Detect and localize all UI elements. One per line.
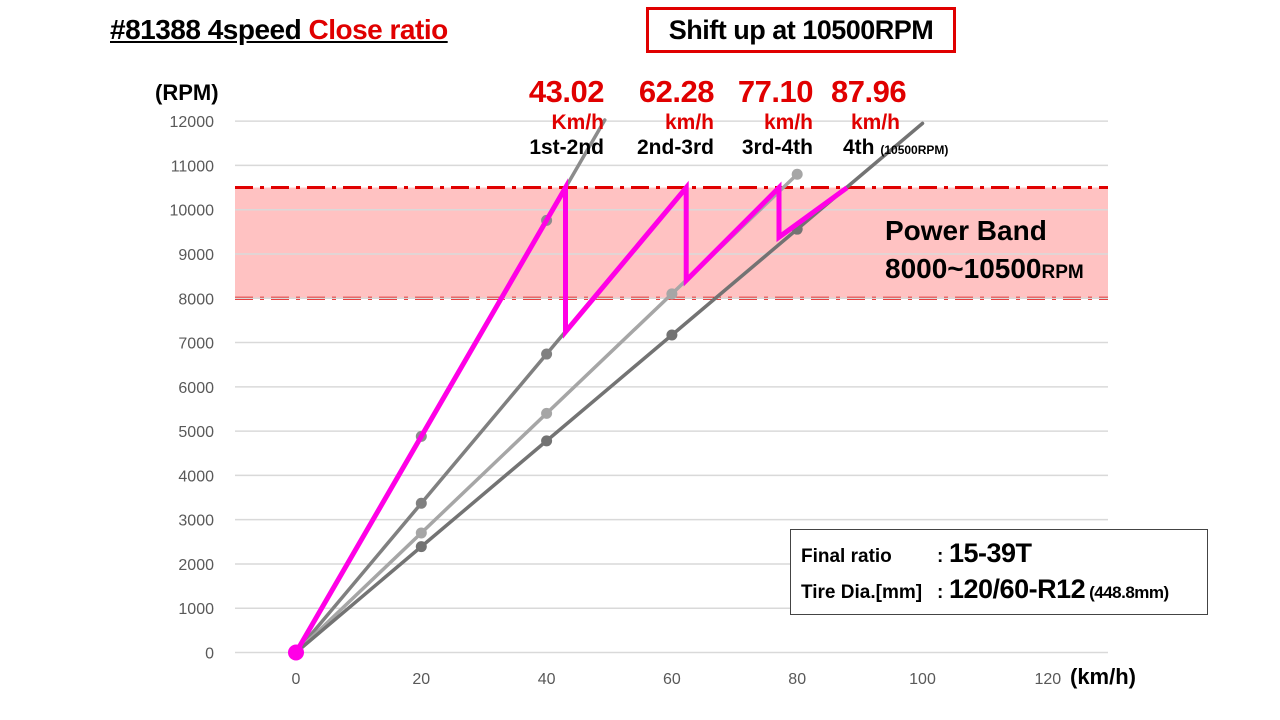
- tire-colon: :: [937, 582, 944, 603]
- shift-speed: 87.96: [831, 74, 907, 109]
- shift-speed: 62.28: [638, 74, 715, 109]
- power-band-range-unit: RPM: [1041, 262, 1084, 283]
- y-tick-label: 9000: [178, 247, 214, 264]
- shift-speed: 43.02: [528, 74, 605, 109]
- power-band-range-value: 8000~10500: [885, 253, 1042, 284]
- x-axis-label: (km/h): [1070, 664, 1136, 689]
- y-tick-label: 5000: [178, 424, 214, 441]
- shift-point-4th: 87.96 km/h 4th (10500RPM): [831, 76, 948, 158]
- title-accent: Close ratio: [308, 14, 449, 45]
- gear-point: [791, 168, 803, 180]
- x-tick-label: 40: [538, 671, 556, 688]
- gear-point: [541, 348, 553, 360]
- y-tick-label: 8000: [178, 291, 214, 308]
- final-ratio-colon: :: [937, 546, 944, 567]
- gear-point: [541, 435, 553, 447]
- x-tick-label: 0: [292, 671, 301, 688]
- x-tick-label: 80: [788, 671, 806, 688]
- shift-up-note: Shift up at 10500RPM: [646, 7, 956, 53]
- shift-speed-unit: km/h: [664, 111, 714, 134]
- tire-value: 120/60-R12: [949, 574, 1086, 604]
- shift-gear-name: 4th: [843, 136, 875, 159]
- title-main: #81388 4speed: [110, 14, 309, 45]
- y-tick-label: 0: [205, 646, 214, 663]
- power-band-range: 8000~10500RPM: [885, 250, 1084, 292]
- chart-title: #81388 4speed Close ratio: [110, 14, 448, 46]
- y-tick-label: 2000: [178, 557, 214, 574]
- shift-speed-unit: Km/h: [551, 111, 605, 134]
- gear-point: [415, 541, 427, 553]
- shift-path-line: [293, 178, 849, 654]
- gear-point: [541, 407, 553, 419]
- shift-speed-unit: km/h: [851, 111, 901, 134]
- shift-gears: 3rd-4th: [741, 136, 813, 159]
- y-tick-label: 1000: [178, 601, 214, 618]
- gear-point: [666, 329, 678, 341]
- shift-up-text: Shift up at 10500RPM: [668, 14, 934, 45]
- y-tick-label: 7000: [178, 336, 214, 353]
- shift-gear-note: (10500RPM): [880, 143, 949, 157]
- origin-point: [288, 644, 304, 661]
- y-axis-label: (RPM): [155, 80, 219, 105]
- power-band-title: Power Band: [885, 215, 1047, 246]
- y-tick-label: 3000: [178, 513, 214, 530]
- y-tick-label: 11000: [171, 158, 214, 175]
- shift-point-1st-2nd: 43.02 Km/h 1st-2nd: [528, 74, 605, 159]
- final-ratio-value: 15-39T: [949, 538, 1032, 568]
- x-tick-label: 120: [1034, 671, 1061, 688]
- tire-label: Tire Dia.[mm]: [801, 582, 923, 603]
- shift-gears: 1st-2nd: [529, 136, 604, 159]
- shift-gears: 2nd-3rd: [636, 136, 714, 159]
- gear-point: [415, 527, 427, 539]
- tire-row: Tire Dia.[mm] : 120/60-R12 (448.8mm): [801, 574, 1207, 610]
- gear-point: [666, 288, 678, 300]
- shift-point-2nd-3rd: 62.28 km/h 2nd-3rd: [636, 74, 715, 159]
- x-tick-label: 100: [909, 671, 936, 688]
- shift-gears: 4th (10500RPM): [831, 137, 948, 158]
- x-tick-label: 20: [412, 671, 430, 688]
- spec-info-box: Final ratio : 15-39T Tire Dia.[mm] : 120…: [790, 529, 1208, 615]
- final-ratio-label: Final ratio: [801, 546, 892, 567]
- y-tick-label: 12000: [170, 114, 215, 131]
- tire-value-group: 120/60-R12 (448.8mm): [949, 574, 1169, 605]
- shift-speed: 77.10: [737, 74, 814, 109]
- power-band-label: Power Band 8000~10500RPM: [885, 212, 1084, 292]
- final-ratio-row: Final ratio : 15-39T: [801, 538, 1207, 574]
- gear-point: [415, 497, 427, 509]
- shift-speed-unit: km/h: [763, 111, 813, 134]
- y-tick-label: 6000: [178, 380, 214, 397]
- x-tick-label: 60: [663, 671, 681, 688]
- y-tick-label: 10000: [170, 203, 215, 220]
- y-tick-label: 4000: [178, 468, 214, 485]
- tire-extra: (448.8mm): [1089, 583, 1169, 602]
- shift-point-3rd-4th: 77.10 km/h 3rd-4th: [737, 74, 814, 159]
